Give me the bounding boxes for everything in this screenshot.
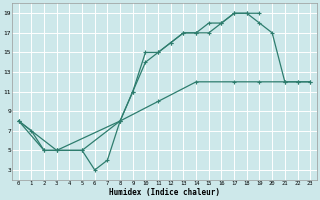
X-axis label: Humidex (Indice chaleur): Humidex (Indice chaleur) <box>109 188 220 197</box>
